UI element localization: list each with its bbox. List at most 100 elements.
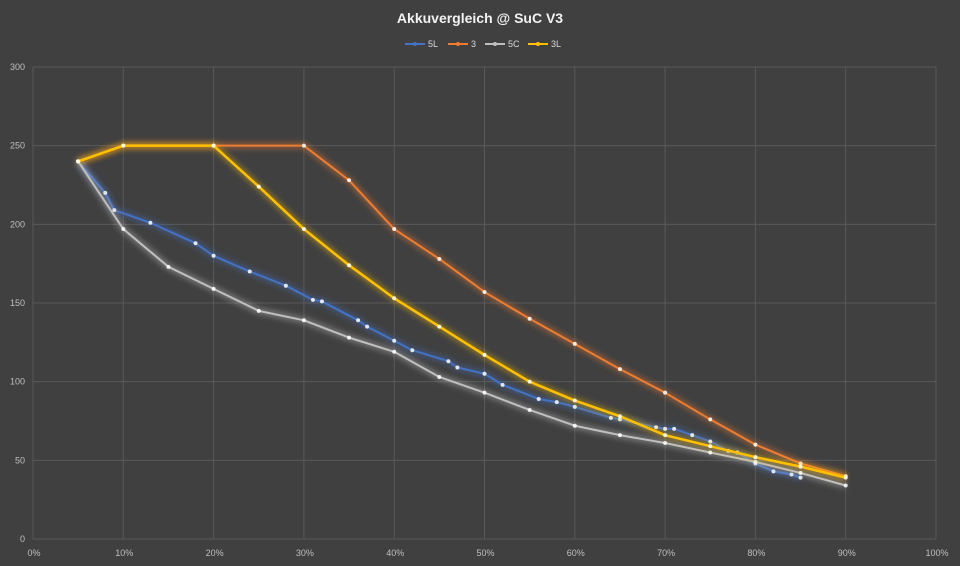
- x-axis-ticks: 0% 10% 20% 30% 40% 50% 60% 70% 80% 90% 100%: [27, 548, 948, 558]
- data-point: [256, 184, 261, 189]
- x-tick-label: 90%: [838, 548, 856, 558]
- data-point: [392, 349, 397, 354]
- legend: 5L 3 5C 3L: [405, 39, 561, 49]
- data-point: [392, 227, 397, 232]
- y-axis-ticks: 0 50 100 150 200 250 300: [10, 62, 25, 544]
- x-tick-label: 40%: [386, 548, 404, 558]
- data-point: [663, 433, 668, 438]
- data-point: [356, 318, 361, 323]
- data-point: [527, 407, 532, 412]
- data-point: [76, 159, 81, 164]
- data-point: [211, 143, 216, 148]
- data-point: [608, 415, 613, 420]
- legend-label: 5C: [508, 39, 520, 49]
- data-point: [753, 459, 758, 464]
- data-point: [798, 464, 803, 469]
- legend-item-3[interactable]: 3: [448, 39, 476, 49]
- data-point: [301, 143, 306, 148]
- y-tick-label: 150: [10, 298, 25, 308]
- data-point: [572, 404, 577, 409]
- data-point: [301, 318, 306, 323]
- data-point: [617, 367, 622, 372]
- data-point: [572, 398, 577, 403]
- x-tick-label: 0%: [27, 548, 40, 558]
- data-point: [310, 297, 315, 302]
- x-tick-label: 80%: [747, 548, 765, 558]
- series-3: [76, 142, 848, 479]
- series-glow: [77, 142, 847, 479]
- legend-marker: [493, 42, 497, 46]
- legend-item-5C[interactable]: 5C: [485, 39, 520, 49]
- data-point: [256, 308, 261, 313]
- legend-item-3L[interactable]: 3L: [528, 39, 561, 49]
- data-point: [193, 241, 198, 246]
- gridlines: [32, 66, 937, 540]
- data-point: [410, 348, 415, 353]
- legend-item-5L[interactable]: 5L: [405, 39, 438, 49]
- data-point: [672, 426, 677, 431]
- legend-label: 5L: [428, 39, 438, 49]
- data-point: [482, 390, 487, 395]
- data-point: [365, 324, 370, 329]
- data-point: [708, 417, 713, 422]
- data-point: [617, 414, 622, 419]
- y-tick-label: 250: [10, 141, 25, 151]
- data-point: [347, 178, 352, 183]
- data-point: [771, 469, 776, 474]
- data-point: [500, 382, 505, 387]
- data-point: [536, 396, 541, 401]
- x-tick-label: 70%: [657, 548, 675, 558]
- data-point: [301, 227, 306, 232]
- data-point: [482, 371, 487, 376]
- data-point: [247, 269, 252, 274]
- data-point: [148, 220, 153, 225]
- x-tick-label: 100%: [925, 548, 948, 558]
- data-point: [690, 433, 695, 438]
- series-glow: [75, 159, 802, 481]
- data-point: [708, 444, 713, 449]
- series-5C: [75, 159, 848, 489]
- data-point: [753, 455, 758, 460]
- series-glow: [75, 159, 847, 489]
- legend-label: 3: [471, 39, 476, 49]
- data-point: [617, 433, 622, 438]
- data-point: [482, 289, 487, 294]
- data-point: [663, 390, 668, 395]
- data-point: [527, 316, 532, 321]
- data-point: [347, 335, 352, 340]
- data-point: [437, 256, 442, 261]
- data-point: [708, 450, 713, 455]
- series-layer: [75, 142, 848, 489]
- data-point: [166, 264, 171, 269]
- data-point: [121, 143, 126, 148]
- x-tick-label: 60%: [567, 548, 585, 558]
- data-point: [708, 439, 713, 444]
- legend-label: 3L: [551, 39, 561, 49]
- data-point: [283, 283, 288, 288]
- x-tick-label: 30%: [296, 548, 314, 558]
- legend-marker: [413, 42, 417, 46]
- x-tick-label: 20%: [206, 548, 224, 558]
- series-line: [77, 160, 801, 479]
- data-point: [554, 400, 559, 405]
- data-point: [347, 263, 352, 268]
- y-tick-label: 300: [10, 62, 25, 72]
- data-point: [798, 470, 803, 475]
- y-tick-label: 200: [10, 219, 25, 229]
- series-line: [77, 160, 846, 487]
- data-point: [527, 379, 532, 384]
- y-tick-label: 100: [10, 377, 25, 387]
- x-tick-label: 10%: [115, 548, 133, 558]
- data-point: [437, 374, 442, 379]
- data-point: [572, 341, 577, 346]
- data-point: [798, 475, 803, 480]
- data-point: [121, 227, 126, 232]
- y-tick-label: 0: [20, 534, 25, 544]
- data-point: [482, 352, 487, 357]
- legend-marker: [456, 42, 460, 46]
- data-point: [753, 442, 758, 447]
- data-point: [843, 483, 848, 488]
- data-point: [392, 338, 397, 343]
